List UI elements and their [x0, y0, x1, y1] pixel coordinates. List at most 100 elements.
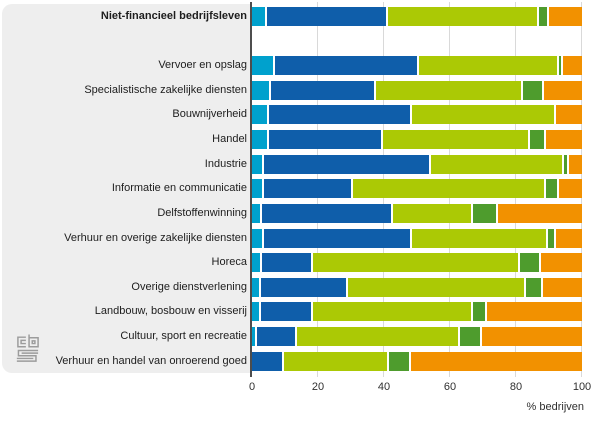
bar-row [252, 351, 582, 371]
dark-green-segment [458, 327, 480, 347]
category-label: Verhuur en handel van onroerend goed [55, 354, 247, 367]
bar-row [252, 80, 582, 100]
cyan-segment [252, 179, 262, 199]
blue-segment [261, 179, 351, 199]
x-tick-label-80: 80 [509, 381, 523, 393]
lime-green-segment [385, 7, 538, 26]
category-label: Vervoer en opslag [158, 59, 247, 72]
category-label: Delfstoffenwinning [157, 206, 247, 219]
blue-segment [252, 351, 282, 371]
cyan-segment [252, 228, 262, 248]
x-tick-label-0: 0 [248, 381, 256, 393]
dark-green-segment [545, 228, 554, 248]
bar-row [252, 7, 582, 26]
x-axis-title: % bedrijven [526, 401, 584, 413]
category-label: Verhuur en overige zakelijke diensten [64, 231, 247, 244]
orange-segment [540, 277, 582, 297]
x-tick-label-40: 40 [377, 381, 391, 393]
blue-segment [258, 277, 347, 297]
dark-green-segment [562, 154, 568, 174]
cyan-segment [252, 105, 267, 125]
blue-segment [261, 228, 411, 248]
category-label: Landbouw, bosbouw en visserij [94, 305, 247, 318]
category-label: Handel [212, 133, 247, 146]
blue-segment [260, 253, 312, 273]
lime-green-segment [350, 179, 545, 199]
lime-green-segment [311, 253, 518, 273]
blue-segment [260, 203, 391, 223]
x-tick-label-100: 100 [572, 381, 592, 393]
orange-segment [496, 203, 582, 223]
dark-green-segment [557, 56, 561, 76]
cyan-segment [252, 302, 259, 322]
x-tick-label-20: 20 [311, 381, 325, 393]
blue-segment [268, 80, 375, 100]
orange-segment [408, 351, 582, 371]
cyan-segment [252, 7, 266, 26]
cyan-segment [252, 253, 261, 273]
dark-green-segment [517, 253, 540, 273]
orange-segment [479, 327, 582, 347]
lime-green-segment [311, 302, 472, 322]
lime-green-segment [410, 228, 546, 248]
dark-green-segment [527, 130, 545, 150]
orange-segment [542, 80, 582, 100]
y-axis-line [250, 2, 252, 377]
bar-row [252, 277, 582, 297]
dark-green-segment [520, 80, 543, 100]
dark-green-segment [471, 203, 497, 223]
lime-green-segment [380, 130, 528, 150]
dark-green-segment [537, 7, 548, 26]
dark-green-segment [524, 277, 541, 297]
orange-segment [547, 7, 582, 26]
orange-segment [544, 130, 582, 150]
category-label: Informatie en communicatie [111, 182, 247, 195]
blue-segment [273, 56, 417, 76]
blue-segment [255, 327, 295, 347]
lime-green-segment [346, 277, 525, 297]
lime-green-segment [294, 327, 459, 347]
category-label: Industrie [204, 157, 247, 170]
lime-green-segment [416, 56, 558, 76]
bar-row [252, 179, 582, 199]
cyan-segment [252, 130, 267, 150]
cyan-segment [252, 80, 269, 100]
blue-segment [261, 154, 429, 174]
bar-row [252, 203, 582, 223]
bar-row [252, 105, 582, 125]
orange-segment [553, 228, 582, 248]
category-label: Overige dienstverlening [131, 280, 247, 293]
orange-segment [553, 105, 582, 125]
bar-row [252, 302, 582, 322]
category-label: Cultuur, sport en recreatie [120, 330, 247, 343]
cyan-segment [252, 56, 274, 76]
dark-green-segment [387, 351, 409, 371]
blue-segment [265, 7, 386, 26]
lime-green-segment [428, 154, 563, 174]
cbs-logo-icon [16, 334, 39, 362]
category-label: Niet-financieel bedrijfsleven [100, 10, 247, 22]
orange-segment [560, 56, 582, 76]
blue-segment [266, 130, 381, 150]
category-label: Specialistische zakelijke diensten [84, 83, 247, 96]
cyan-segment [252, 203, 261, 223]
bar-row [252, 327, 582, 347]
blue-segment [266, 105, 411, 125]
cyan-segment [252, 327, 256, 347]
lime-green-segment [410, 105, 554, 125]
bar-row [252, 130, 582, 150]
category-label-panel: Niet-financieel bedrijfsleven Vervoer en … [2, 4, 252, 373]
orange-segment [539, 253, 582, 273]
orange-segment [484, 302, 582, 322]
lime-green-segment [281, 351, 388, 371]
category-label: Bouwnijverheid [172, 108, 247, 121]
bar-row [252, 253, 582, 273]
bar-row [252, 56, 582, 76]
x-tick-label-60: 60 [443, 381, 457, 393]
dark-green-segment [471, 302, 485, 322]
bar-row [252, 154, 582, 174]
lime-green-segment [390, 203, 472, 223]
lime-green-segment [374, 80, 521, 100]
cyan-segment [252, 277, 259, 297]
